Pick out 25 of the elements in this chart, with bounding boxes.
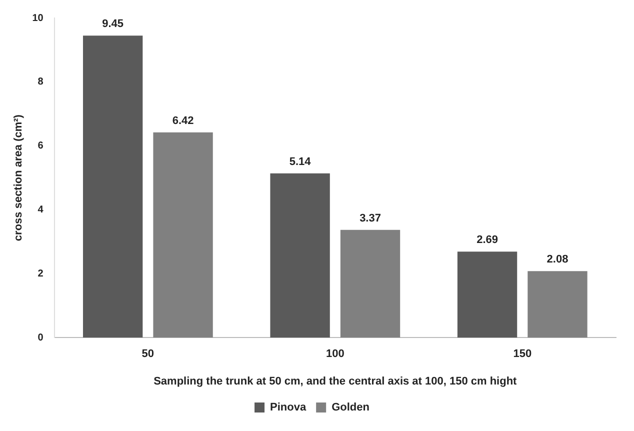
bar: [457, 252, 518, 338]
x-tick-label: 100: [326, 348, 344, 360]
data-label: 3.37: [360, 212, 381, 224]
y-tick-label: 2: [38, 268, 44, 280]
y-axis-title: cross section area (cm²): [12, 114, 25, 242]
data-label: 5.14: [289, 156, 312, 168]
y-tick-label: 6: [38, 140, 44, 152]
y-tick-label: 10: [32, 12, 44, 24]
x-tick-label: 50: [142, 348, 154, 360]
x-axis-title: Sampling the trunk at 50 cm, and the central axis at 100, 150 cm hight: [154, 375, 518, 388]
bar: [528, 271, 588, 338]
bar: [153, 132, 213, 338]
bar: [340, 230, 400, 338]
y-tick-label: 4: [38, 204, 44, 216]
data-label: 6.42: [172, 114, 194, 127]
legend-label: Golden: [332, 402, 370, 414]
bar: [270, 173, 330, 338]
x-tick-label: 150: [513, 348, 532, 360]
data-label: 2.69: [476, 234, 498, 246]
data-label: 2.08: [546, 254, 568, 266]
legend-label: Pinova: [270, 402, 307, 414]
y-tick-label: 0: [38, 332, 44, 344]
bar: [82, 36, 143, 338]
y-tick-label: 8: [38, 76, 44, 88]
data-label: 9.45: [102, 18, 124, 30]
